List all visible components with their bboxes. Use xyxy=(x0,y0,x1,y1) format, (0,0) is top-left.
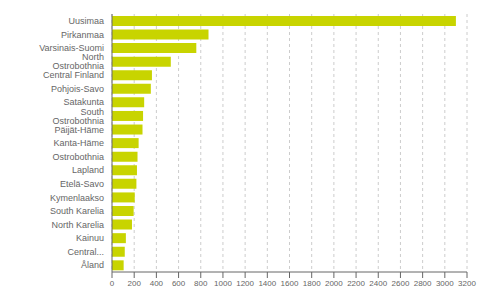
svg-text:Ostrobothnia: Ostrobothnia xyxy=(52,152,104,162)
svg-text:Satakunta: Satakunta xyxy=(63,97,104,108)
svg-text:Uusimaa: Uusimaa xyxy=(68,16,104,26)
svg-text:600: 600 xyxy=(172,279,186,288)
svg-text:1400: 1400 xyxy=(258,279,276,288)
svg-text:Päijät-Häme: Päijät-Häme xyxy=(54,125,104,135)
svg-text:2000: 2000 xyxy=(325,279,343,288)
svg-text:Etelä-Savo: Etelä-Savo xyxy=(60,179,104,189)
svg-text:400: 400 xyxy=(150,279,164,288)
svg-text:Kainuu: Kainuu xyxy=(76,233,104,243)
svg-text:1600: 1600 xyxy=(281,279,299,288)
svg-text:Lapland: Lapland xyxy=(72,165,104,175)
svg-text:Central...: Central... xyxy=(67,247,104,257)
svg-text:Central Finland: Central Finland xyxy=(43,70,104,80)
svg-text:0: 0 xyxy=(110,279,115,288)
svg-text:2600: 2600 xyxy=(392,279,410,288)
svg-text:1000: 1000 xyxy=(214,279,232,288)
svg-text:Kanta-Häme: Kanta-Häme xyxy=(53,138,104,148)
svg-text:3200: 3200 xyxy=(458,279,476,288)
svg-text:3000: 3000 xyxy=(436,279,454,288)
svg-text:2200: 2200 xyxy=(347,279,365,288)
svg-text:NorthOstrobothnia: NorthOstrobothnia xyxy=(52,52,104,71)
svg-text:200: 200 xyxy=(128,279,142,288)
svg-text:800: 800 xyxy=(194,279,208,288)
svg-text:2800: 2800 xyxy=(414,279,432,288)
svg-text:Pohjois-Savo: Pohjois-Savo xyxy=(51,84,104,94)
svg-text:Varsinais-Suomi: Varsinais-Suomi xyxy=(39,43,104,54)
svg-text:SouthOstrobothnia: SouthOstrobothnia xyxy=(52,107,104,126)
svg-text:South Karelia: South Karelia xyxy=(50,206,104,216)
svg-text:1200: 1200 xyxy=(236,279,254,288)
svg-text:Åland: Åland xyxy=(81,260,104,270)
svg-text:North Karelia: North Karelia xyxy=(51,220,104,230)
svg-text:2400: 2400 xyxy=(369,279,387,288)
svg-text:1800: 1800 xyxy=(303,279,321,288)
svg-text:Pirkanmaa: Pirkanmaa xyxy=(61,30,104,40)
svg-text:Kymenlaakso: Kymenlaakso xyxy=(50,193,104,203)
